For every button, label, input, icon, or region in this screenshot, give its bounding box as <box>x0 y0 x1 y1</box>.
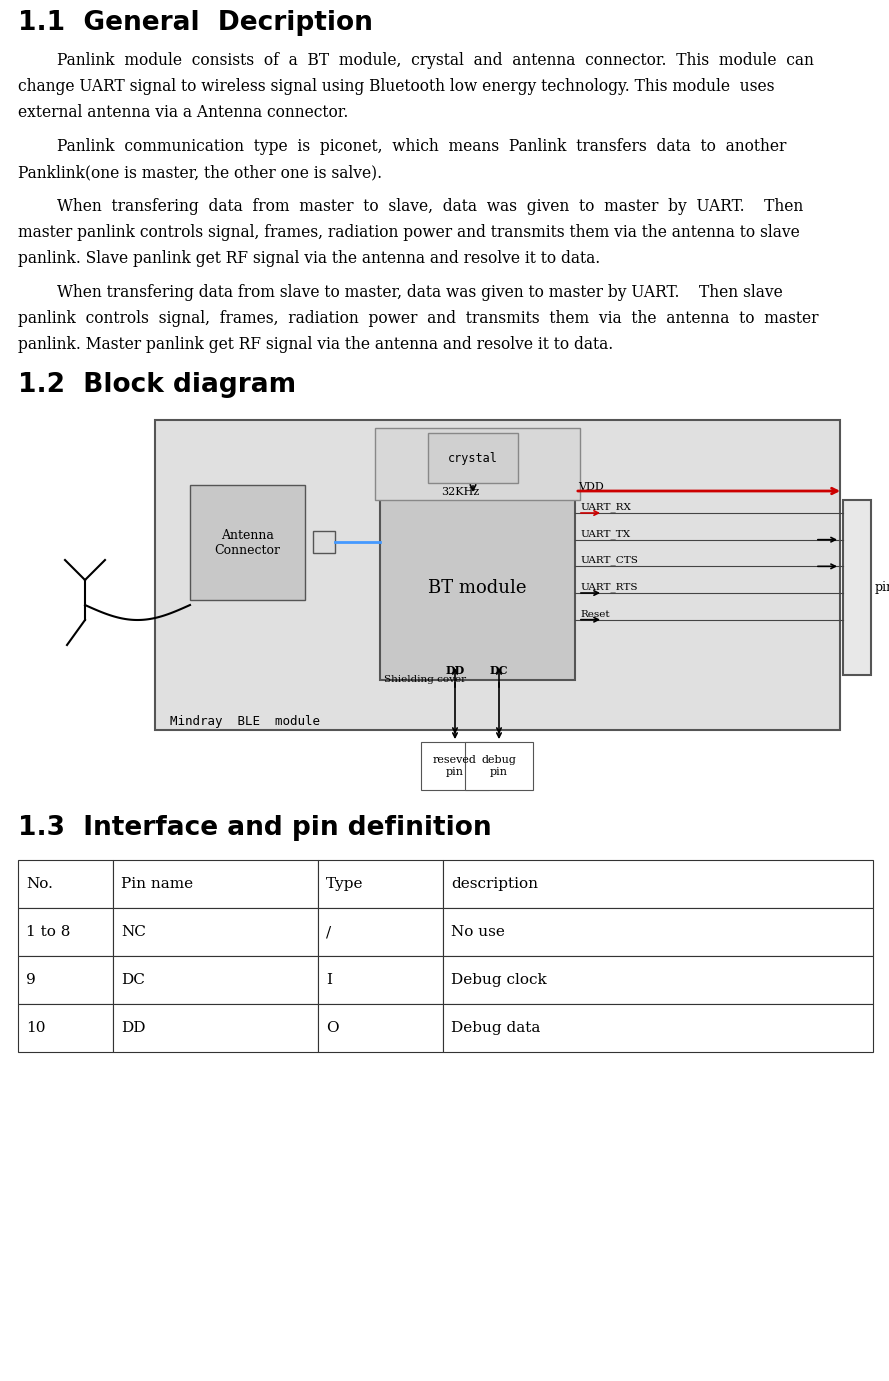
Bar <box>421 742 489 790</box>
Text: UART_RX: UART_RX <box>580 503 631 512</box>
Text: panlink  controls  signal,  frames,  radiation  power  and  transmits  them  via: panlink controls signal, frames, radiati… <box>18 309 819 327</box>
Bar <box>18 1004 113 1052</box>
Text: debug
pin: debug pin <box>482 755 517 776</box>
Text: DC: DC <box>121 974 145 987</box>
Text: When  transfering  data  from  master  to  slave,  data  was  given  to  master : When transfering data from master to sla… <box>18 197 804 215</box>
Bar <box>190 485 305 599</box>
Text: UART_CTS: UART_CTS <box>580 555 638 565</box>
Bar <box>113 956 318 1004</box>
Text: O: O <box>326 1021 339 1034</box>
Text: panlink. Slave panlink get RF signal via the antenna and resolve it to data.: panlink. Slave panlink get RF signal via… <box>18 250 600 267</box>
Bar <box>113 1004 318 1052</box>
Bar <box>18 860 113 907</box>
Text: Debug clock: Debug clock <box>451 974 547 987</box>
Text: 32KHz: 32KHz <box>441 487 479 497</box>
Text: Pin name: Pin name <box>121 877 193 891</box>
Text: external antenna via a Antenna connector.: external antenna via a Antenna connector… <box>18 104 348 122</box>
Text: 1 to 8: 1 to 8 <box>26 925 70 939</box>
Text: Panlink  communication  type  is  piconet,  which  means  Panlink  transfers  da: Panlink communication type is piconet, w… <box>18 138 787 155</box>
Bar <box>443 907 873 956</box>
Text: No.: No. <box>26 877 52 891</box>
Bar <box>443 1004 873 1052</box>
Bar <box>318 860 443 907</box>
Text: I: I <box>326 974 332 987</box>
Text: Panklink(one is master, the other one is salve).: Panklink(one is master, the other one is… <box>18 164 382 181</box>
Bar <box>380 494 575 679</box>
Bar <box>18 956 113 1004</box>
Bar <box>443 860 873 907</box>
Text: description: description <box>451 877 538 891</box>
Text: NC: NC <box>121 925 146 939</box>
Text: DD: DD <box>445 666 465 677</box>
Text: Debug data: Debug data <box>451 1021 541 1034</box>
Text: /: / <box>326 925 331 939</box>
Text: When transfering data from slave to master, data was given to master by UART.   : When transfering data from slave to mast… <box>18 284 782 301</box>
Text: master panlink controls signal, frames, radiation power and transmits them via t: master panlink controls signal, frames, … <box>18 224 800 242</box>
Text: No use: No use <box>451 925 505 939</box>
Bar <box>843 500 871 675</box>
Text: UART_TX: UART_TX <box>580 529 630 539</box>
Text: Antenna
Connector: Antenna Connector <box>214 529 281 557</box>
Text: Panlink  module  consists  of  a  BT  module,  crystal  and  antenna  connector.: Panlink module consists of a BT module, … <box>18 52 813 69</box>
Text: BT module: BT module <box>428 579 527 597</box>
Text: reseved
pin: reseved pin <box>433 755 477 776</box>
Bar <box>428 434 518 483</box>
Text: 10: 10 <box>26 1021 45 1034</box>
Text: VDD: VDD <box>578 482 604 492</box>
Text: Type: Type <box>326 877 364 891</box>
Bar <box>113 860 318 907</box>
Text: crystal: crystal <box>448 452 498 464</box>
Bar <box>318 956 443 1004</box>
Bar <box>465 742 533 790</box>
Text: DC: DC <box>490 666 509 677</box>
Bar <box>313 530 335 552</box>
Bar <box>318 1004 443 1052</box>
Text: DD: DD <box>121 1021 146 1034</box>
Text: 9: 9 <box>26 974 36 987</box>
Text: 1.3  Interface and pin definition: 1.3 Interface and pin definition <box>18 815 492 841</box>
Text: Mindray  BLE  module: Mindray BLE module <box>170 715 320 728</box>
Text: 1.2  Block diagram: 1.2 Block diagram <box>18 371 296 398</box>
Bar <box>443 956 873 1004</box>
Bar <box>318 907 443 956</box>
Text: panlink. Master panlink get RF signal via the antenna and resolve it to data.: panlink. Master panlink get RF signal vi… <box>18 336 613 354</box>
Text: change UART signal to wireless signal using Bluetooth low energy technology. Thi: change UART signal to wireless signal us… <box>18 77 774 95</box>
Bar <box>113 907 318 956</box>
Text: UART_RTS: UART_RTS <box>580 583 637 592</box>
Bar <box>18 907 113 956</box>
Text: Reset: Reset <box>580 609 610 619</box>
Text: 1.1  General  Decription: 1.1 General Decription <box>18 10 372 36</box>
Bar <box>375 428 580 500</box>
Bar <box>155 420 840 731</box>
Text: Shielding cover: Shielding cover <box>384 675 466 684</box>
Text: pin: pin <box>875 581 889 594</box>
